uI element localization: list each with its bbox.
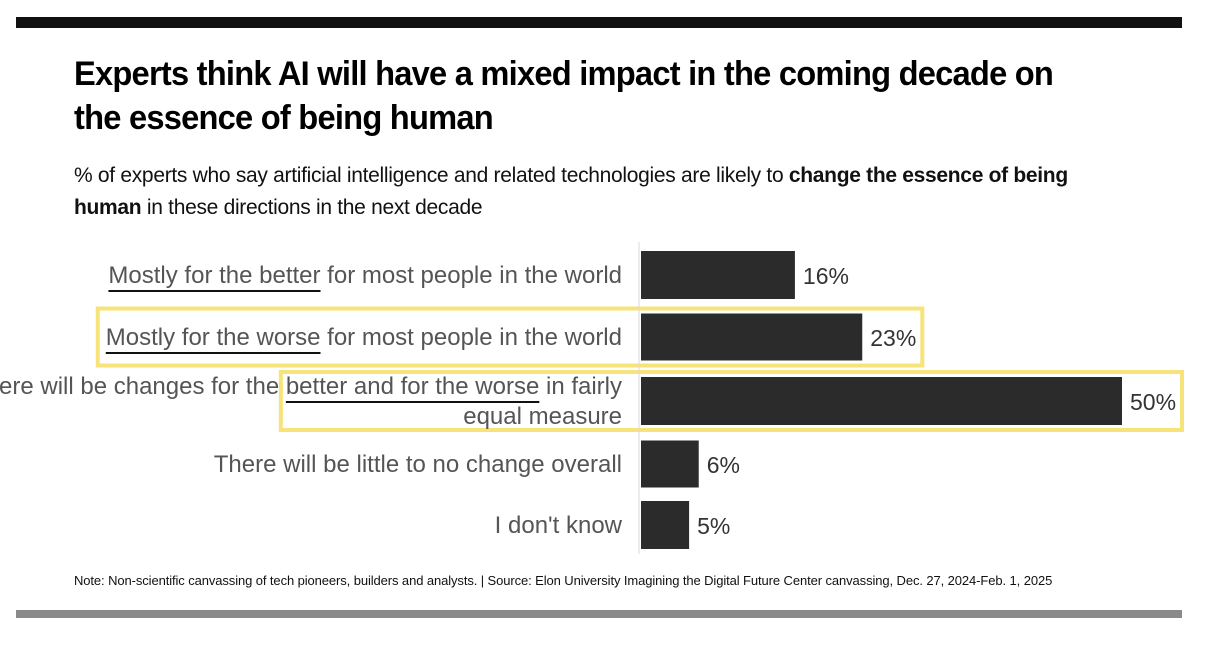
bar-2 [641,377,1122,425]
chart-subtitle: % of experts who say artificial intellig… [74,160,1134,224]
highlight-box-1 [95,306,925,368]
value-label-4: 5% [697,513,730,539]
source-note: Note: Non-scientific canvassing of tech … [74,573,1053,588]
subtitle-bold: change the essence of being human [74,164,1068,219]
bottom-rule [16,610,1182,618]
category-label-2-line-0: There will be changes for the better and… [0,373,622,400]
subtitle-post: in these directions in the next decade [141,196,483,219]
category-label-4: I don't know [495,512,623,539]
bar-1 [641,313,863,361]
bar-4 [641,501,690,549]
value-label-1: 23% [870,325,916,351]
value-label-0: 16% [803,263,849,289]
highlight-box-2 [278,370,1185,432]
category-label-1: Mostly for the worse for most people in … [106,324,622,351]
chart-title: Experts think AI will have a mixed impac… [74,55,1054,137]
category-label-2-line-1: equal measure [463,403,622,430]
value-label-2: 50% [1130,389,1176,415]
category-label-3: There will be little to no change overal… [214,451,622,478]
bar-3 [641,440,699,488]
bar-chart: 16% Mostly for the better for most people… [0,242,1185,554]
category-label-0: Mostly for the better for most people in… [108,262,622,289]
bar-0 [641,251,795,299]
value-label-3: 6% [707,452,740,478]
subtitle-pre: % of experts who say artificial intellig… [74,164,789,187]
top-rule [16,17,1182,28]
